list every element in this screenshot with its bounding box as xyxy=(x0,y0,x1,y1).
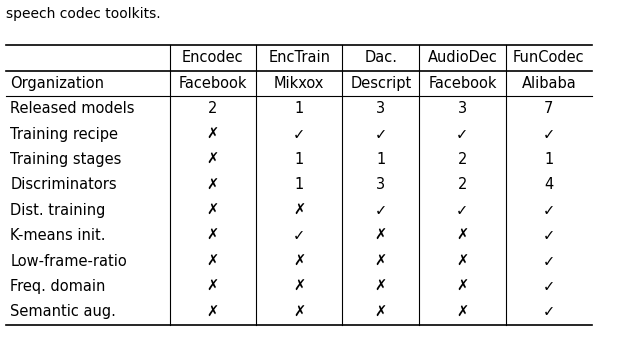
Text: ✗: ✗ xyxy=(207,203,219,218)
Text: Training stages: Training stages xyxy=(10,152,122,167)
Text: 1: 1 xyxy=(294,101,304,116)
Text: ✗: ✗ xyxy=(207,127,219,142)
Text: Released models: Released models xyxy=(10,101,135,116)
Text: ✓: ✓ xyxy=(543,279,555,294)
Text: ✓: ✓ xyxy=(293,228,305,243)
Text: ✓: ✓ xyxy=(543,254,555,269)
Text: 3: 3 xyxy=(376,177,385,192)
Text: ✗: ✗ xyxy=(456,228,468,243)
Text: ✓: ✓ xyxy=(374,203,387,218)
Text: ✗: ✗ xyxy=(207,152,219,167)
Text: Freq. domain: Freq. domain xyxy=(10,279,106,294)
Text: Mikxox: Mikxox xyxy=(274,76,324,91)
Text: K-means init.: K-means init. xyxy=(10,228,106,243)
Text: 1: 1 xyxy=(544,152,554,167)
Text: Encodec: Encodec xyxy=(182,50,244,65)
Text: 1: 1 xyxy=(294,152,304,167)
Text: 2: 2 xyxy=(208,101,218,116)
Text: Low-frame-ratio: Low-frame-ratio xyxy=(10,254,127,269)
Text: ✓: ✓ xyxy=(456,127,468,142)
Text: ✗: ✗ xyxy=(374,304,387,319)
Text: 2: 2 xyxy=(458,152,467,167)
Text: ✗: ✗ xyxy=(207,279,219,294)
Text: Dac.: Dac. xyxy=(364,50,397,65)
Text: ✓: ✓ xyxy=(543,203,555,218)
Text: ✗: ✗ xyxy=(207,304,219,319)
Text: ✗: ✗ xyxy=(456,254,468,269)
Text: Semantic aug.: Semantic aug. xyxy=(10,304,116,319)
Text: ✗: ✗ xyxy=(456,279,468,294)
Text: Organization: Organization xyxy=(10,76,104,91)
Text: Alibaba: Alibaba xyxy=(522,76,576,91)
Text: ✗: ✗ xyxy=(293,254,305,269)
Text: ✗: ✗ xyxy=(207,254,219,269)
Text: ✗: ✗ xyxy=(293,304,305,319)
Text: 3: 3 xyxy=(376,101,385,116)
Text: 2: 2 xyxy=(458,177,467,192)
Text: ✗: ✗ xyxy=(293,279,305,294)
Text: ✓: ✓ xyxy=(543,228,555,243)
Text: AudioDec: AudioDec xyxy=(428,50,497,65)
Text: Dist. training: Dist. training xyxy=(10,203,106,218)
Text: EncTrain: EncTrain xyxy=(268,50,330,65)
Text: ✗: ✗ xyxy=(456,304,468,319)
Text: Facebook: Facebook xyxy=(428,76,497,91)
Text: ✓: ✓ xyxy=(543,304,555,319)
Text: ✓: ✓ xyxy=(456,203,468,218)
Text: speech codec toolkits.: speech codec toolkits. xyxy=(6,7,161,21)
Text: 4: 4 xyxy=(544,177,554,192)
Text: Descript: Descript xyxy=(350,76,412,91)
Text: ✗: ✗ xyxy=(374,279,387,294)
Text: 1: 1 xyxy=(294,177,304,192)
Text: Training recipe: Training recipe xyxy=(10,127,118,142)
Text: ✗: ✗ xyxy=(374,254,387,269)
Text: 7: 7 xyxy=(544,101,554,116)
Text: ✗: ✗ xyxy=(207,228,219,243)
Text: Discriminators: Discriminators xyxy=(10,177,117,192)
Text: 3: 3 xyxy=(458,101,467,116)
Text: 1: 1 xyxy=(376,152,385,167)
Text: ✓: ✓ xyxy=(374,127,387,142)
Text: ✗: ✗ xyxy=(207,177,219,192)
Text: ✓: ✓ xyxy=(293,127,305,142)
Text: FunCodec: FunCodec xyxy=(513,50,584,65)
Text: Facebook: Facebook xyxy=(179,76,247,91)
Text: ✗: ✗ xyxy=(293,203,305,218)
Text: ✗: ✗ xyxy=(374,228,387,243)
Text: ✓: ✓ xyxy=(543,127,555,142)
